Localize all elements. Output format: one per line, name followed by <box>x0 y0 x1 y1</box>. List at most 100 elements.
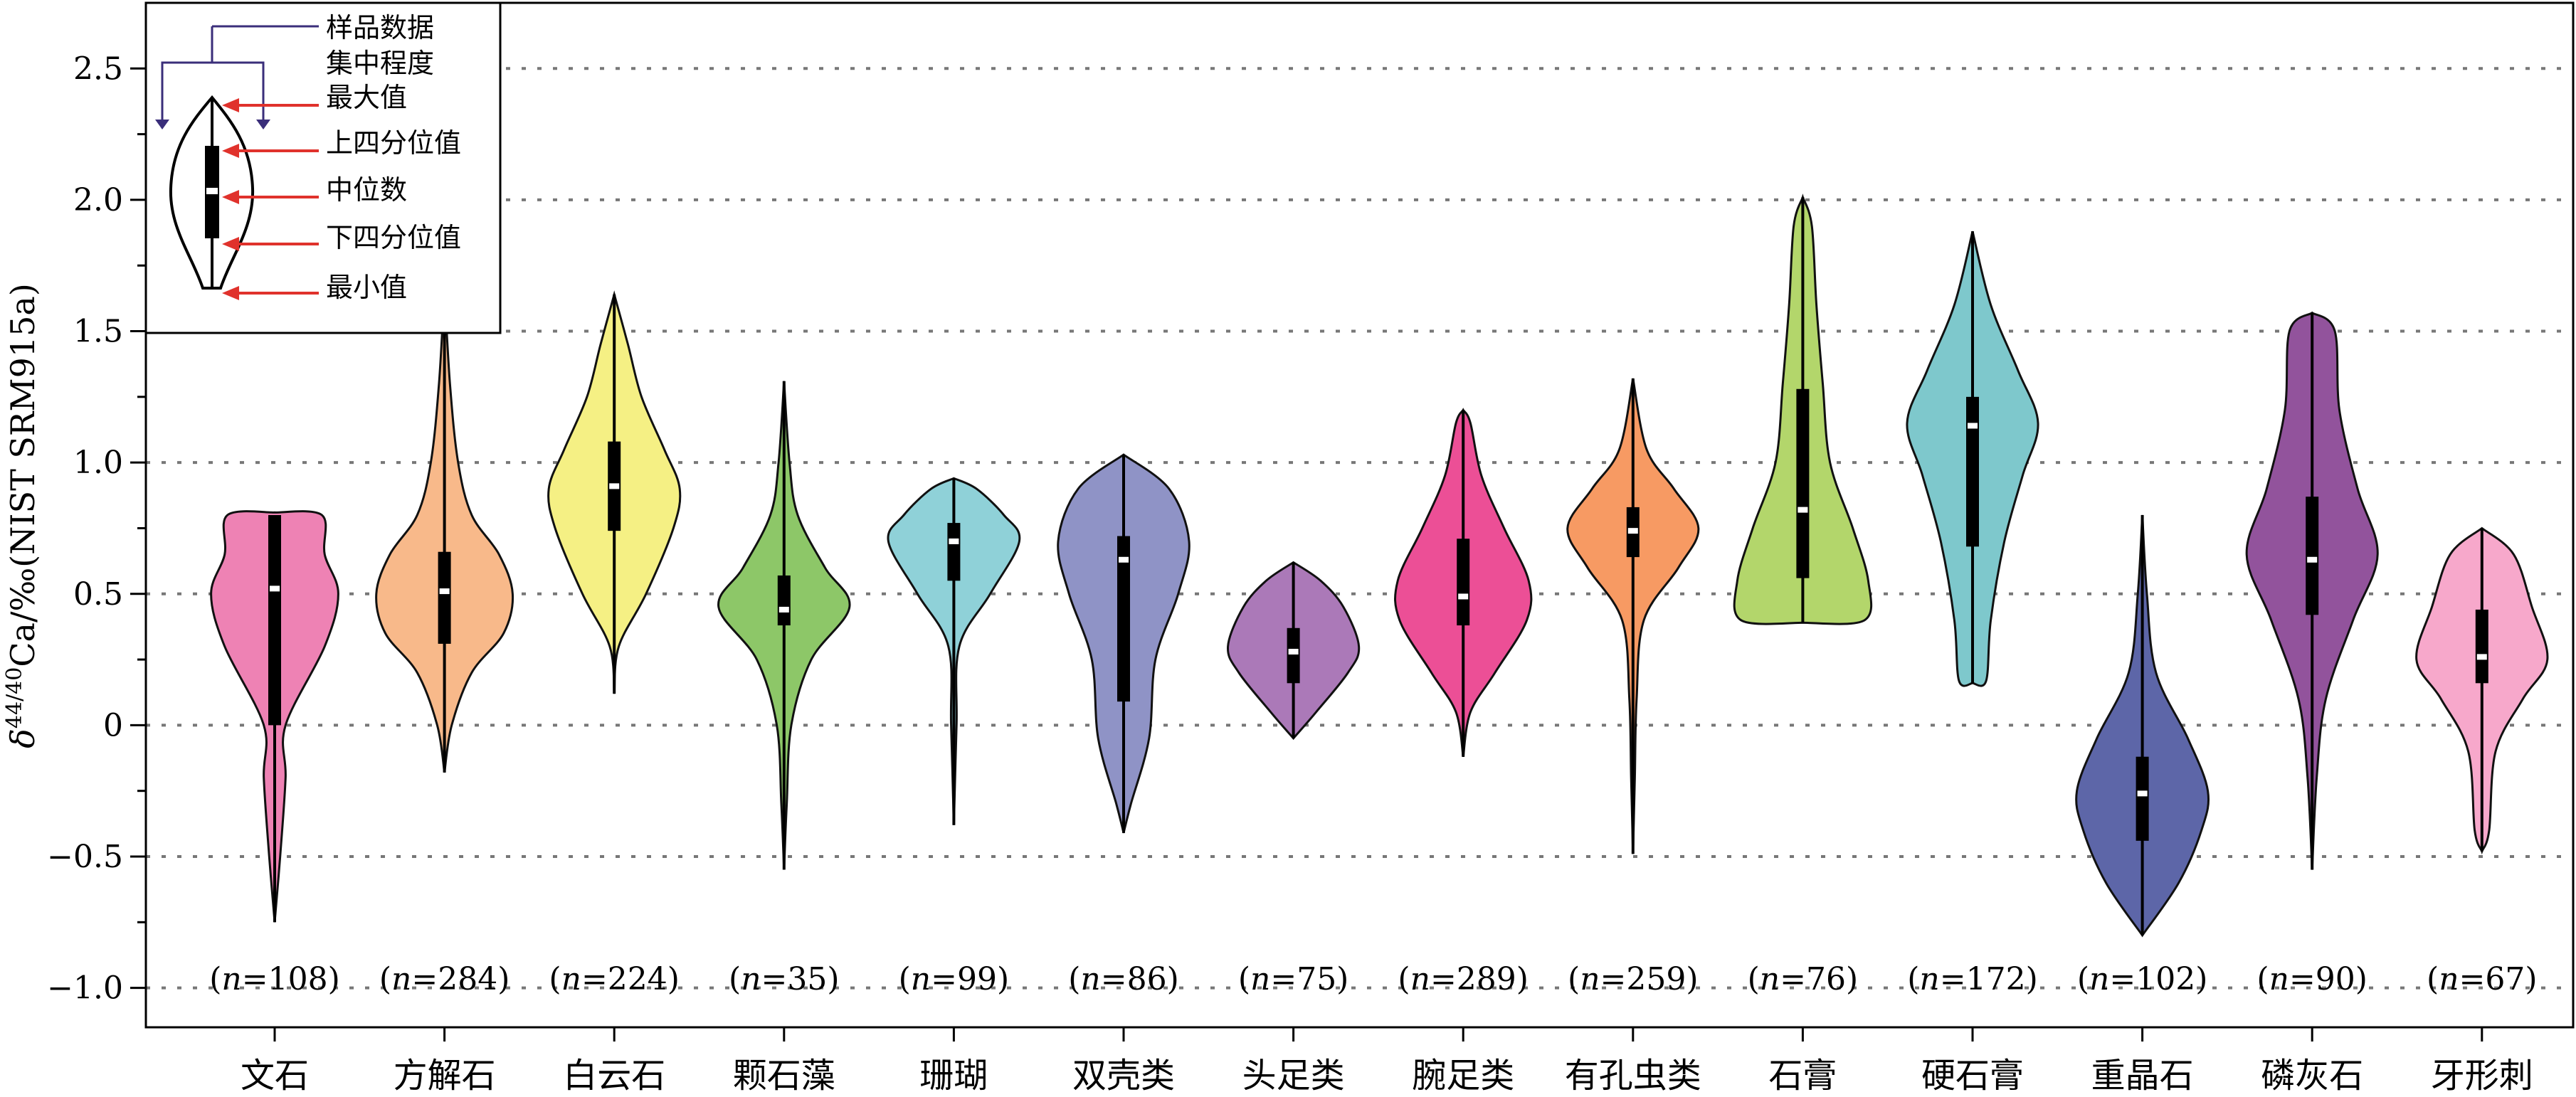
sample-size-label: (n=67) <box>2427 961 2538 997</box>
violin-median <box>1119 556 1129 563</box>
violin-median <box>609 483 620 489</box>
violin-median <box>439 588 450 595</box>
x-category-label: 颗石藻 <box>733 1056 835 1096</box>
violin-10 <box>1733 194 1873 625</box>
legend-label-q1: 下四分位值 <box>326 222 461 253</box>
sample-size-label: (n=90) <box>2256 961 2368 997</box>
y-axis-label-main: Ca/‰(NIST SRM915a) <box>4 283 42 667</box>
legend-bracket-arrow-right <box>256 120 270 129</box>
x-category-label: 方解石 <box>394 1056 496 1096</box>
legend-arrows <box>222 98 319 300</box>
legend: 样品数据 集中程度 最大值 上四分位值 中位数 下四分位值 最小值 <box>144 1 502 334</box>
violin-1 <box>210 510 339 923</box>
sample-size-labels: (n=108) (n=284) (n=224) (n=35) (n=99) (n=86) (… <box>209 961 2537 997</box>
violin-iqr-box <box>2475 609 2488 684</box>
sample-size-label: (n=108) <box>209 961 340 997</box>
violin-iqr-box <box>2136 756 2149 841</box>
legend-arrowhead-min <box>222 286 239 300</box>
legend-bracket-arrow-left <box>155 120 169 129</box>
x-category-label: 硬石膏 <box>1921 1056 2024 1096</box>
violin-8 <box>1394 408 1533 757</box>
violin-13 <box>2245 311 2379 870</box>
violin-median <box>949 538 959 544</box>
violin-iqr-box <box>947 523 961 581</box>
violin-median <box>2476 654 2487 660</box>
violin-median <box>270 585 280 592</box>
violin-median <box>778 606 789 613</box>
plot-frame <box>144 1 2575 1029</box>
violin-median <box>1968 423 1978 429</box>
sample-size-label: (n=102) <box>2077 961 2208 997</box>
violin-5 <box>887 477 1021 825</box>
violin-median <box>2137 790 2148 797</box>
violin-4 <box>717 381 851 870</box>
violin-3 <box>547 290 682 694</box>
violin-median <box>1458 593 1469 600</box>
x-category-label: 石膏 <box>1768 1056 1837 1096</box>
violin-median <box>2307 556 2318 563</box>
x-category-label: 腕足类 <box>1412 1056 1514 1096</box>
sample-size-label: (n=76) <box>1748 961 1859 997</box>
y-axis: −1.0 −0.5 0 0.5 1.0 1.5 2.0 2.5 <box>47 51 146 1007</box>
x-axis: 文石 方解石 白云石 颗石藻 珊瑚 双壳类 头足类 腕足类 有孔虫类 石膏 硬石膏 重晶石 磷灰石 牙形刺 <box>241 1027 2533 1096</box>
violin-iqr-box <box>438 551 451 644</box>
y-tick-label: −0.5 <box>47 839 123 875</box>
x-category-label: 头足类 <box>1242 1056 1345 1096</box>
y-tick-label: 1.5 <box>73 314 123 350</box>
violin-9 <box>1566 378 1700 854</box>
sample-size-label: (n=75) <box>1238 961 1349 997</box>
sample-size-label: (n=35) <box>729 961 840 997</box>
legend-label-concentration-2: 集中程度 <box>326 48 434 79</box>
x-category-label: 牙形刺 <box>2431 1056 2533 1096</box>
violin-12 <box>2075 514 2210 938</box>
violin-median <box>1288 649 1299 655</box>
y-tick-label: 2.0 <box>73 182 123 218</box>
violin-7 <box>1227 561 1361 741</box>
y-axis-label: δ44/40Ca/‰(NIST SRM915a) <box>2 283 42 748</box>
y-tick-label: −1.0 <box>47 970 123 1007</box>
violin-iqr-box <box>1796 388 1810 578</box>
violin-median <box>1798 507 1808 513</box>
y-tick-label: 2.5 <box>73 51 123 87</box>
legend-arrowhead-q1 <box>222 237 239 251</box>
x-category-label: 白云石 <box>563 1056 665 1096</box>
legend-median-mark <box>206 188 218 194</box>
x-category-label: 文石 <box>241 1056 309 1096</box>
y-axis-label-delta: δ <box>4 728 42 748</box>
y-tick-label: 1.0 <box>73 445 123 481</box>
violin-14 <box>2415 526 2549 855</box>
legend-label-min: 最小值 <box>326 272 407 303</box>
y-tick-label: 0.5 <box>73 576 123 613</box>
x-category-label: 珊瑚 <box>919 1056 988 1096</box>
y-tick-label: 0 <box>103 707 123 743</box>
x-category-label: 双壳类 <box>1072 1056 1175 1096</box>
legend-arrowhead-q3 <box>222 144 239 158</box>
violins <box>210 194 2549 938</box>
violin-6 <box>1057 453 1191 834</box>
violin-iqr-box <box>1117 536 1130 702</box>
legend-arrowhead-median <box>222 190 239 204</box>
legend-label-median: 中位数 <box>326 174 407 206</box>
sample-size-label: (n=224) <box>549 961 680 997</box>
legend-arrowhead-max <box>222 98 239 112</box>
x-category-label: 重晶石 <box>2091 1056 2194 1096</box>
x-category-label: 磷灰石 <box>2261 1056 2363 1096</box>
violin-iqr-box <box>2306 497 2319 615</box>
legend-label-q3: 上四分位值 <box>326 127 461 159</box>
violin-iqr-box <box>268 515 281 726</box>
legend-label-concentration-1: 样品数据 <box>326 12 434 43</box>
sample-size-label: (n=86) <box>1068 961 1179 997</box>
violin-11 <box>1906 230 2039 687</box>
violin-iqr-box <box>1966 396 1979 547</box>
violin-iqr-box <box>1457 539 1470 626</box>
sample-size-label: (n=259) <box>1568 961 1699 997</box>
violin-iqr-box <box>777 575 791 626</box>
sample-size-label: (n=284) <box>379 961 510 997</box>
violin-iqr-box <box>1287 627 1300 684</box>
sample-size-label: (n=172) <box>1907 961 2038 997</box>
x-category-label: 有孔虫类 <box>1565 1056 1701 1096</box>
y-axis-label-superscript: 44/40 <box>2 667 27 728</box>
sample-size-label: (n=289) <box>1398 961 1529 997</box>
violin-2 <box>375 289 514 773</box>
